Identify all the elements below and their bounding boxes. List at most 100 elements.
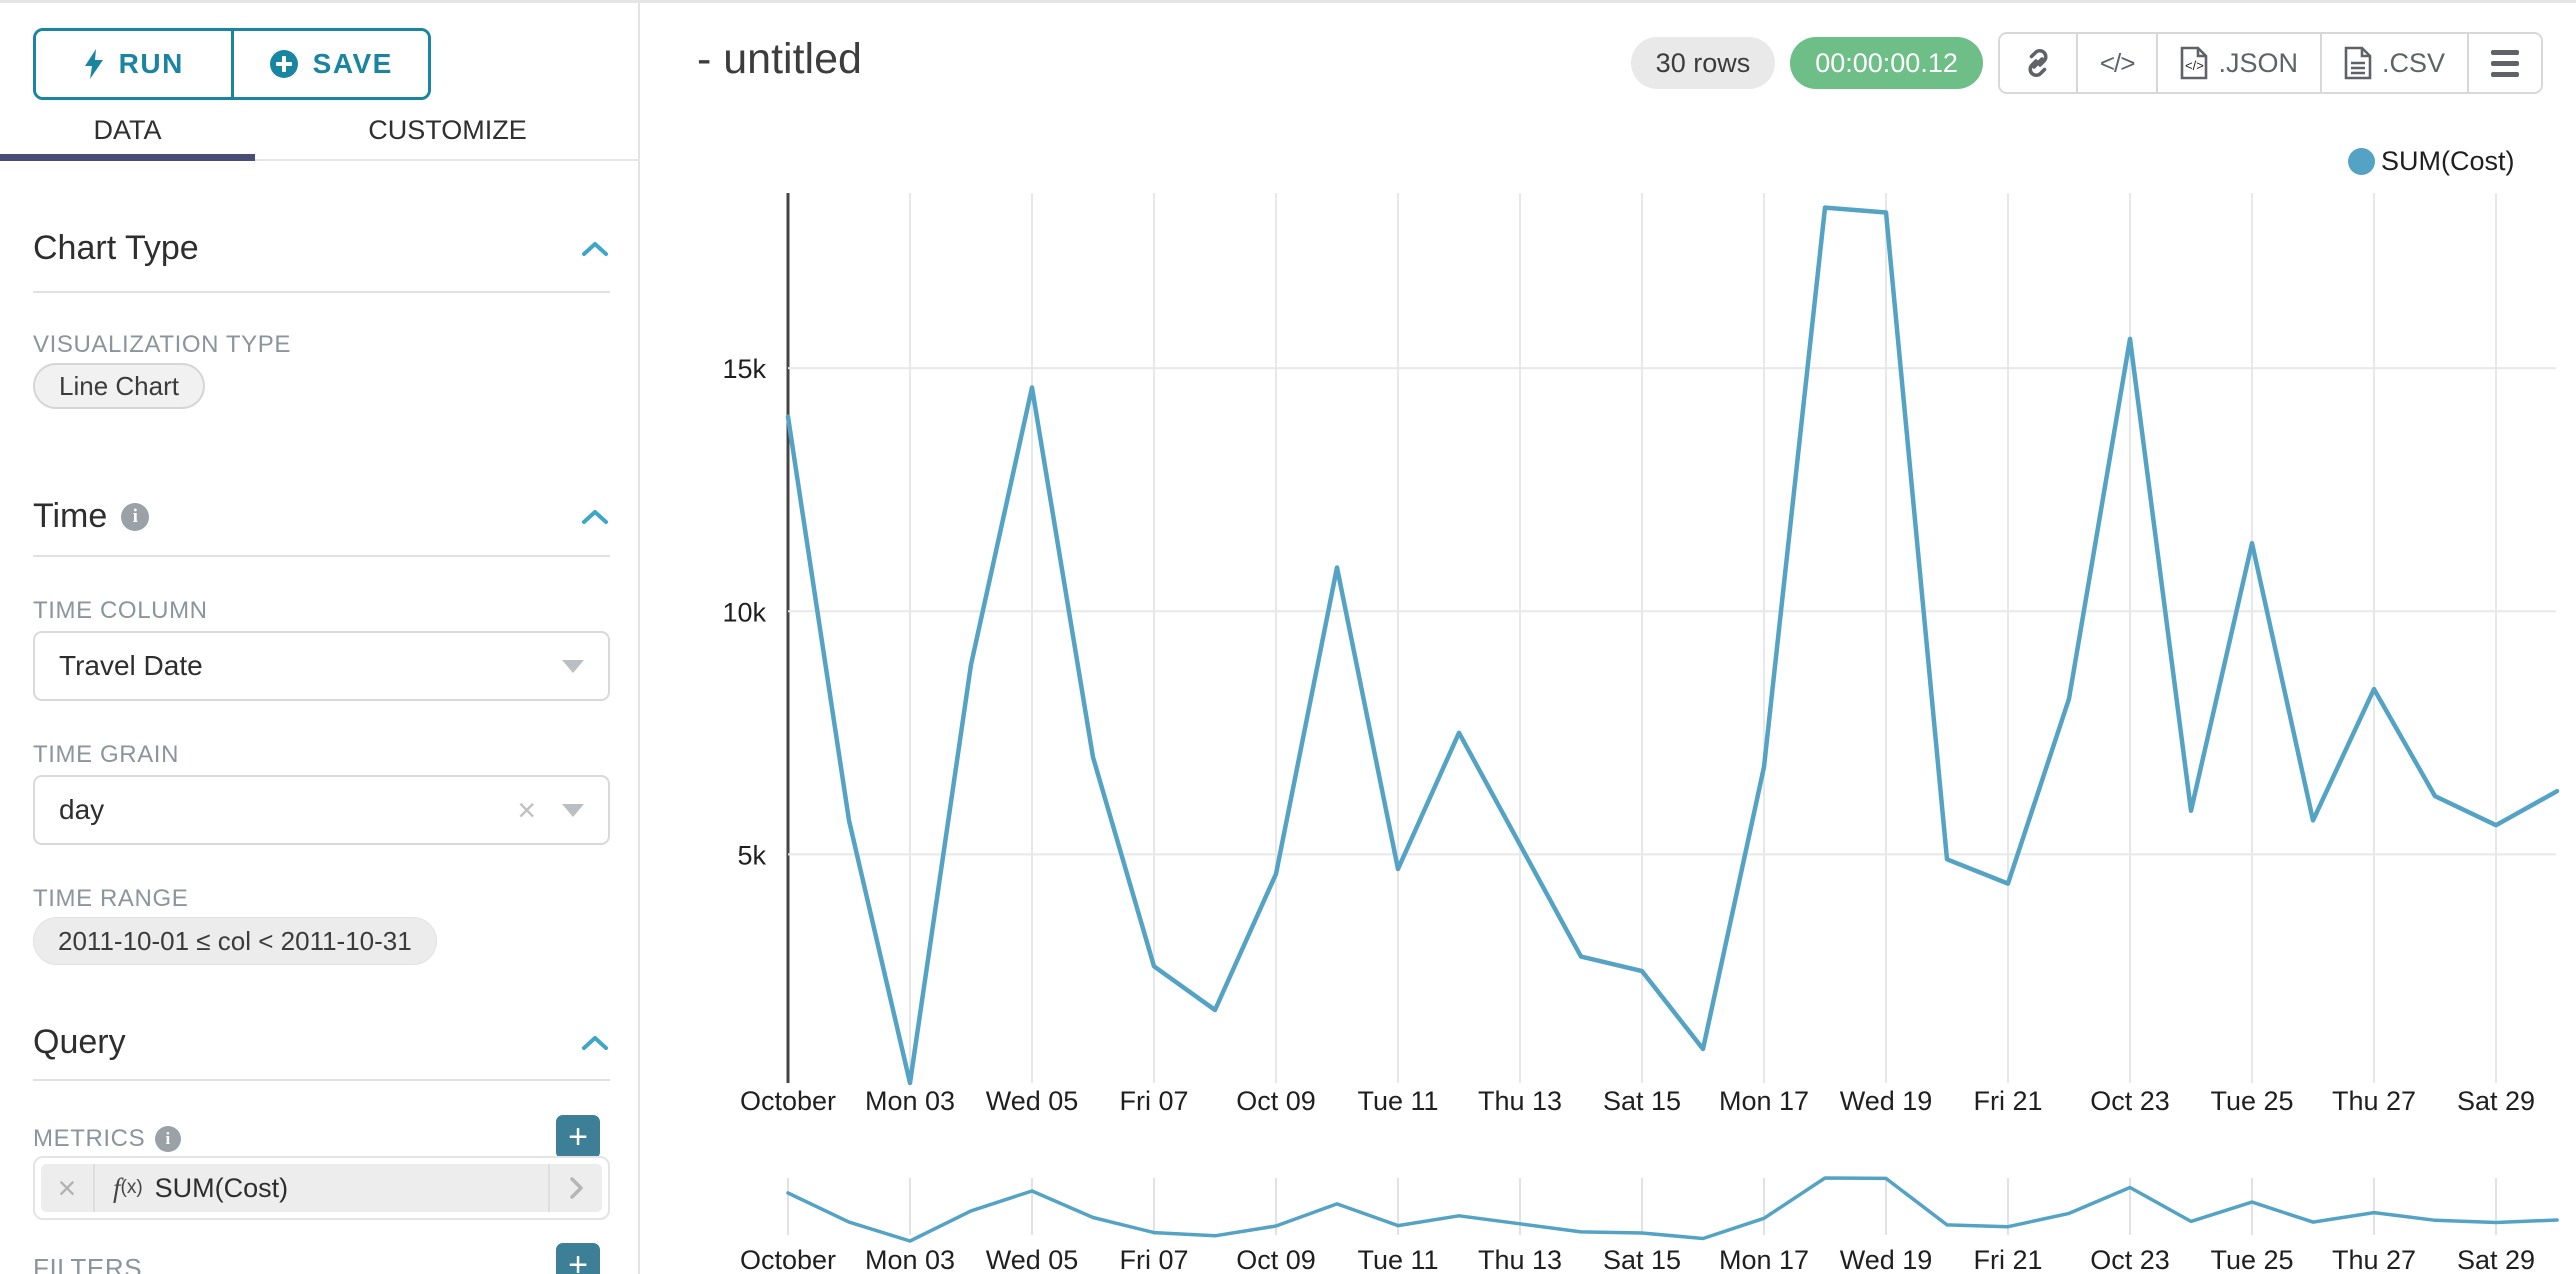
svg-text:15k: 15k <box>722 354 766 384</box>
svg-text:Tue 11: Tue 11 <box>1357 1086 1438 1116</box>
run-button-label: RUN <box>118 48 184 79</box>
save-button[interactable]: SAVE <box>230 31 428 97</box>
info-icon: i <box>155 1126 182 1152</box>
json-label: .JSON <box>2218 47 2298 78</box>
svg-text:10k: 10k <box>722 597 766 627</box>
section-time-title: Time <box>33 497 108 535</box>
svg-text:Wed 19: Wed 19 <box>1840 1245 1933 1274</box>
line-chart[interactable]: 5k 10k 15k October Mon 03 Wed 05 Fri 07 Oct 09 T… <box>660 178 2576 1138</box>
metric-name: f(x) SUM(Cost) <box>95 1173 548 1204</box>
svg-text:Thu 13: Thu 13 <box>1478 1245 1562 1274</box>
run-button[interactable]: RUN <box>36 31 231 97</box>
time-column-value: Travel Date <box>59 650 203 681</box>
legend-series-label: SUM(Cost) <box>2381 146 2515 176</box>
menu-button[interactable] <box>2467 34 2541 92</box>
chart-legend-item[interactable]: SUM(Cost) <box>2348 146 2515 177</box>
mini-brush-chart[interactable]: October Mon 03 Wed 05 Fri 07 Oct 09 Tue 11 Thu… <box>660 1153 2576 1274</box>
svg-text:October: October <box>740 1086 836 1116</box>
run-save-button-group: RUN SAVE <box>33 28 431 100</box>
metrics-control: × f(x) SUM(Cost) <box>33 1156 610 1220</box>
svg-text:Tue 25: Tue 25 <box>2210 1086 2293 1116</box>
svg-text:Thu 27: Thu 27 <box>2332 1245 2416 1274</box>
svg-text:Tue 11: Tue 11 <box>1357 1245 1438 1274</box>
link-icon <box>2028 49 2048 77</box>
svg-text:Fri 21: Fri 21 <box>1973 1086 2042 1116</box>
metric-pill[interactable]: × f(x) SUM(Cost) <box>41 1164 602 1212</box>
remove-metric-icon[interactable]: × <box>41 1164 95 1212</box>
export-csv-button[interactable]: .CSV <box>2319 34 2467 92</box>
svg-text:Thu 13: Thu 13 <box>1478 1086 1562 1116</box>
svg-text:Mon 17: Mon 17 <box>1719 1086 1809 1116</box>
chart-title[interactable]: - untitled <box>697 35 862 83</box>
svg-text:Sat 15: Sat 15 <box>1603 1086 1681 1116</box>
time-grain-select[interactable]: day × <box>33 775 610 845</box>
section-divider <box>33 1079 610 1081</box>
svg-text:Wed 05: Wed 05 <box>986 1245 1079 1274</box>
svg-text:Mon 03: Mon 03 <box>865 1245 955 1274</box>
lightning-bolt-icon <box>84 49 103 79</box>
svg-text:Wed 19: Wed 19 <box>1840 1086 1933 1116</box>
svg-text:</>: </> <box>2185 58 2204 73</box>
clear-icon[interactable]: × <box>517 792 536 828</box>
section-query-title: Query <box>33 1023 126 1061</box>
tab-customize-label: CUSTOMIZE <box>368 114 527 145</box>
time-grain-value: day <box>59 794 105 825</box>
section-time-header: Time i <box>33 497 610 536</box>
section-query-header: Query <box>33 1023 610 1062</box>
time-range-label: TIME RANGE <box>33 885 189 912</box>
tab-customize[interactable]: CUSTOMIZE <box>255 101 640 159</box>
share-link-button[interactable] <box>1999 34 2076 92</box>
time-column-select[interactable]: Travel Date <box>33 631 610 701</box>
section-chart-type-title: Chart Type <box>33 229 199 267</box>
time-range-value: 2011-10-01 ≤ col < 2011-10-31 <box>58 925 412 956</box>
hamburger-icon <box>2491 49 2519 77</box>
svg-text:Fri 07: Fri 07 <box>1119 1245 1188 1274</box>
svg-text:Oct 09: Oct 09 <box>1236 1086 1316 1116</box>
time-range-pill[interactable]: 2011-10-01 ≤ col < 2011-10-31 <box>33 917 437 965</box>
svg-text:Fri 07: Fri 07 <box>1119 1086 1188 1116</box>
svg-text:Sat 29: Sat 29 <box>2457 1245 2535 1274</box>
chevron-up-icon[interactable] <box>580 240 610 258</box>
header-actions: 30 rows 00:00:00.12 </> </> <box>1630 31 2543 95</box>
query-timer-badge: 00:00:00.12 <box>1790 37 1983 89</box>
svg-text:Fri 21: Fri 21 <box>1973 1245 2042 1274</box>
tab-data[interactable]: DATA <box>0 101 255 161</box>
add-filter-button[interactable]: + <box>556 1243 600 1274</box>
csv-label: .CSV <box>2381 47 2445 78</box>
svg-text:5k: 5k <box>737 840 766 870</box>
svg-text:Oct 23: Oct 23 <box>2090 1086 2170 1116</box>
visualization-type-value-pill[interactable]: Line Chart <box>33 363 205 409</box>
chevron-right-icon[interactable] <box>548 1164 602 1212</box>
section-divider <box>33 291 610 293</box>
export-json-button[interactable]: </> .JSON <box>2156 34 2320 92</box>
svg-text:Mon 17: Mon 17 <box>1719 1245 1809 1274</box>
info-icon: i <box>121 502 150 531</box>
svg-text:Oct 09: Oct 09 <box>1236 1245 1316 1274</box>
plus-circle-icon <box>269 50 298 78</box>
export-button-group: </> </> .JSON .CSV <box>1997 32 2543 94</box>
svg-text:Sat 15: Sat 15 <box>1603 1245 1681 1274</box>
view-query-button[interactable]: </> <box>2075 34 2157 92</box>
svg-text:October: October <box>740 1245 836 1274</box>
metrics-label: METRICS i <box>33 1125 182 1153</box>
time-grain-label: TIME GRAIN <box>33 741 180 768</box>
sidebar-tabs: DATA CUSTOMIZE <box>0 101 640 161</box>
file-code-icon: </> <box>2181 46 2208 80</box>
caret-down-icon <box>562 803 584 817</box>
add-metric-button[interactable]: + <box>556 1115 600 1159</box>
function-icon: f(x) <box>113 1172 143 1203</box>
viz-type-value: Line Chart <box>59 370 179 401</box>
code-icon: </> <box>2099 47 2136 78</box>
save-button-label: SAVE <box>312 48 393 79</box>
svg-text:Wed 05: Wed 05 <box>986 1086 1079 1116</box>
tab-data-label: DATA <box>93 114 162 145</box>
section-chart-type-header: Chart Type <box>33 229 610 268</box>
file-text-icon <box>2344 46 2372 80</box>
svg-text:Thu 27: Thu 27 <box>2332 1086 2416 1116</box>
visualization-type-label: VISUALIZATION TYPE <box>33 331 291 358</box>
chevron-up-icon[interactable] <box>580 1034 610 1052</box>
time-column-label: TIME COLUMN <box>33 597 208 624</box>
control-panel-sidebar: RUN SAVE DATA CUSTOMIZE Chart Type <box>0 3 640 1274</box>
chevron-up-icon[interactable] <box>580 508 610 526</box>
